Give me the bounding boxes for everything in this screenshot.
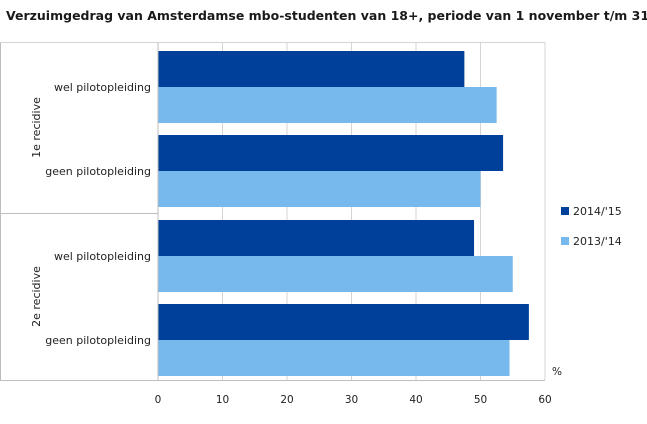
x-tick-label: 40	[409, 394, 422, 406]
x-tick-label: 60	[538, 394, 551, 406]
category-label: wel pilotopleiding	[54, 250, 151, 263]
legend-label-201415[interactable]: 2014/'15	[573, 205, 622, 218]
x-axis: 0 10 20 30 40 50 60%	[155, 366, 562, 406]
bar-2e-recidive-wel-201415	[158, 220, 475, 256]
x-tick-label: 0	[155, 394, 162, 406]
legend-swatch-201415	[561, 207, 569, 215]
x-tick-label: 30	[345, 394, 358, 406]
bar-1e-recidive-wel-201314	[158, 87, 497, 123]
chart-title: Verzuimgedrag van Amsterdamse mbo-studen…	[6, 8, 647, 23]
group-label-1e-recidive: 1e recidive	[30, 97, 43, 158]
bars	[158, 51, 529, 376]
plot-frame	[0, 42, 545, 381]
x-tick-label: 20	[280, 394, 293, 406]
bar-2e-recidive-geen-201314	[158, 340, 510, 376]
x-tick-label: 50	[474, 394, 487, 406]
category-label: wel pilotopleiding	[54, 81, 151, 94]
unit-label: %	[552, 366, 562, 378]
category-label: geen pilotopleiding	[45, 334, 151, 347]
bar-1e-recidive-geen-201415	[158, 135, 504, 171]
x-tick-label: 10	[216, 394, 229, 406]
group-label-2e-recidive: 2e recidive	[30, 266, 43, 327]
legend-label-201314[interactable]: 2013/'14	[573, 235, 622, 248]
bar-2e-recidive-wel-201314	[158, 256, 513, 292]
category-label: geen pilotopleiding	[45, 165, 151, 178]
category-labels: wel pilotopleiding geen pilotopleiding wel…	[30, 81, 151, 347]
bar-1e-recidive-wel-201415	[158, 51, 465, 87]
legend[interactable]: 2014/'15 2013/'14	[561, 205, 622, 248]
legend-swatch-201314	[561, 237, 569, 245]
bar-1e-recidive-geen-201314	[158, 171, 481, 207]
bar-2e-recidive-geen-201415	[158, 304, 529, 340]
